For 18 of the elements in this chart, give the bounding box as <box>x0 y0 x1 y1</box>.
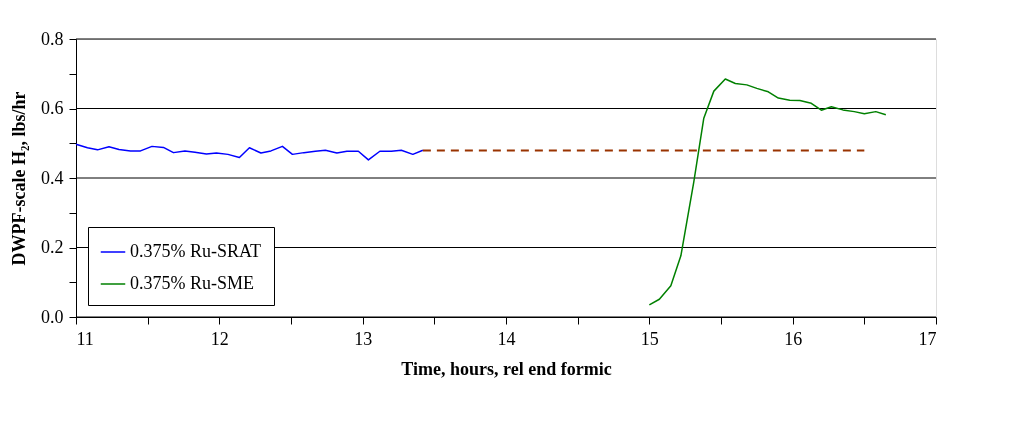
x-tick-label: 13 <box>354 328 373 349</box>
y-tick-label: 0.2 <box>41 237 64 257</box>
x-tick-label: 17 <box>918 328 937 349</box>
y-axis-title: DWPF-scale H₂, lbs/hr <box>9 91 29 266</box>
x-tick-label: 12 <box>210 328 229 349</box>
x-tick-label: 15 <box>640 328 659 349</box>
y-tick-label: 0.6 <box>41 98 64 118</box>
x-tick-label: 16 <box>784 328 803 349</box>
x-tick-label: 11 <box>76 328 94 349</box>
y-tick-label: 0.4 <box>41 167 64 188</box>
y-tick-label: 0.0 <box>41 306 64 327</box>
x-axis-title: Time, hours, rel end formic <box>401 358 612 379</box>
legend-label: 0.375% Ru-SME <box>130 273 255 293</box>
x-tick-label: 14 <box>497 328 516 349</box>
y-tick-label: 0.8 <box>41 28 64 49</box>
line-series <box>75 143 424 161</box>
legend-label: 0.375% Ru-SRAT <box>130 241 262 261</box>
line-series <box>648 78 887 306</box>
